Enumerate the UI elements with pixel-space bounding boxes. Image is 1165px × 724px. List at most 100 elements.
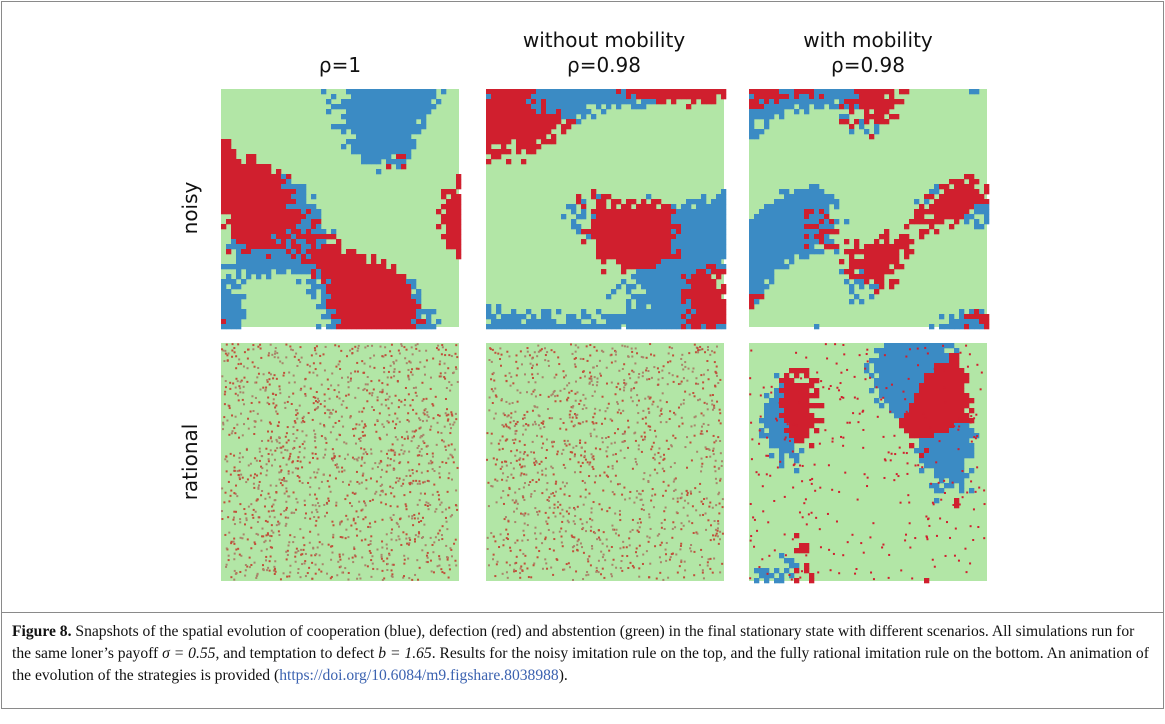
cell — [292, 447, 295, 450]
cell — [546, 522, 549, 525]
cell — [317, 516, 320, 519]
cell — [579, 518, 582, 521]
cell — [491, 124, 497, 130]
cell — [287, 544, 290, 547]
cell — [270, 529, 273, 532]
cell — [450, 478, 453, 481]
cell — [401, 139, 407, 145]
cell — [904, 254, 910, 260]
cell — [829, 229, 835, 235]
cell — [251, 164, 257, 170]
cell — [779, 104, 785, 110]
cell — [764, 104, 770, 110]
cell — [356, 361, 359, 364]
cell — [566, 94, 572, 100]
cell — [370, 448, 373, 451]
cell — [398, 525, 401, 528]
cell — [656, 289, 662, 295]
cell — [671, 229, 677, 235]
cell — [695, 531, 698, 534]
cell — [415, 394, 418, 397]
cell — [533, 351, 536, 354]
cell — [306, 269, 312, 275]
cell — [839, 269, 845, 275]
cell — [661, 274, 667, 280]
cell — [491, 119, 497, 125]
cell — [286, 189, 292, 195]
cell — [431, 461, 434, 464]
cell — [278, 534, 281, 537]
cell — [754, 89, 760, 95]
cell — [265, 555, 268, 558]
cell — [392, 370, 395, 373]
cell — [809, 99, 815, 105]
cell — [641, 94, 647, 100]
cell — [849, 274, 855, 280]
cell — [334, 421, 337, 424]
cell — [625, 382, 628, 385]
cell — [829, 99, 835, 105]
cell — [864, 114, 870, 120]
cell — [614, 353, 617, 356]
cell — [291, 269, 297, 275]
snapshot — [486, 343, 724, 581]
cell — [441, 344, 444, 347]
cell — [874, 239, 880, 245]
cell — [285, 463, 288, 466]
cell — [570, 420, 573, 423]
cell — [554, 482, 557, 485]
cell — [347, 578, 350, 581]
cell — [779, 99, 785, 105]
cell — [686, 309, 692, 315]
cell — [231, 194, 237, 200]
cell — [221, 289, 227, 295]
cell — [491, 348, 494, 351]
cell — [641, 417, 644, 420]
cell — [378, 436, 381, 439]
cell — [453, 448, 456, 451]
cell — [611, 89, 617, 95]
cell — [376, 169, 382, 175]
cell — [393, 459, 396, 462]
cell — [296, 214, 302, 220]
cell — [664, 548, 667, 551]
cell — [691, 279, 697, 285]
cell — [446, 490, 449, 493]
cell — [266, 224, 272, 230]
cell — [556, 94, 562, 100]
cell — [603, 576, 606, 579]
cell — [513, 442, 516, 445]
cell — [361, 144, 367, 150]
cell — [547, 500, 550, 503]
cell — [271, 259, 277, 265]
cell — [663, 518, 666, 521]
cell — [779, 214, 785, 220]
cell — [764, 224, 770, 230]
cell — [691, 219, 697, 225]
cell — [754, 229, 760, 235]
cell — [276, 219, 282, 225]
cell — [226, 460, 229, 463]
cell — [874, 259, 880, 265]
cell — [661, 249, 667, 255]
cell — [595, 349, 598, 352]
cell — [285, 500, 288, 503]
cell — [656, 279, 662, 285]
cell — [393, 362, 396, 365]
cell — [269, 422, 272, 425]
cell — [621, 433, 624, 436]
cell — [611, 524, 614, 527]
cell — [789, 239, 795, 245]
cell — [637, 448, 640, 451]
cell — [308, 541, 311, 544]
cell — [396, 114, 402, 120]
cell — [715, 532, 718, 535]
cell — [237, 343, 240, 346]
cell — [381, 391, 384, 394]
cell — [552, 573, 555, 576]
cell — [809, 189, 815, 195]
cell — [631, 528, 634, 531]
cell — [392, 563, 395, 566]
cell — [779, 189, 785, 195]
cell — [545, 488, 548, 491]
